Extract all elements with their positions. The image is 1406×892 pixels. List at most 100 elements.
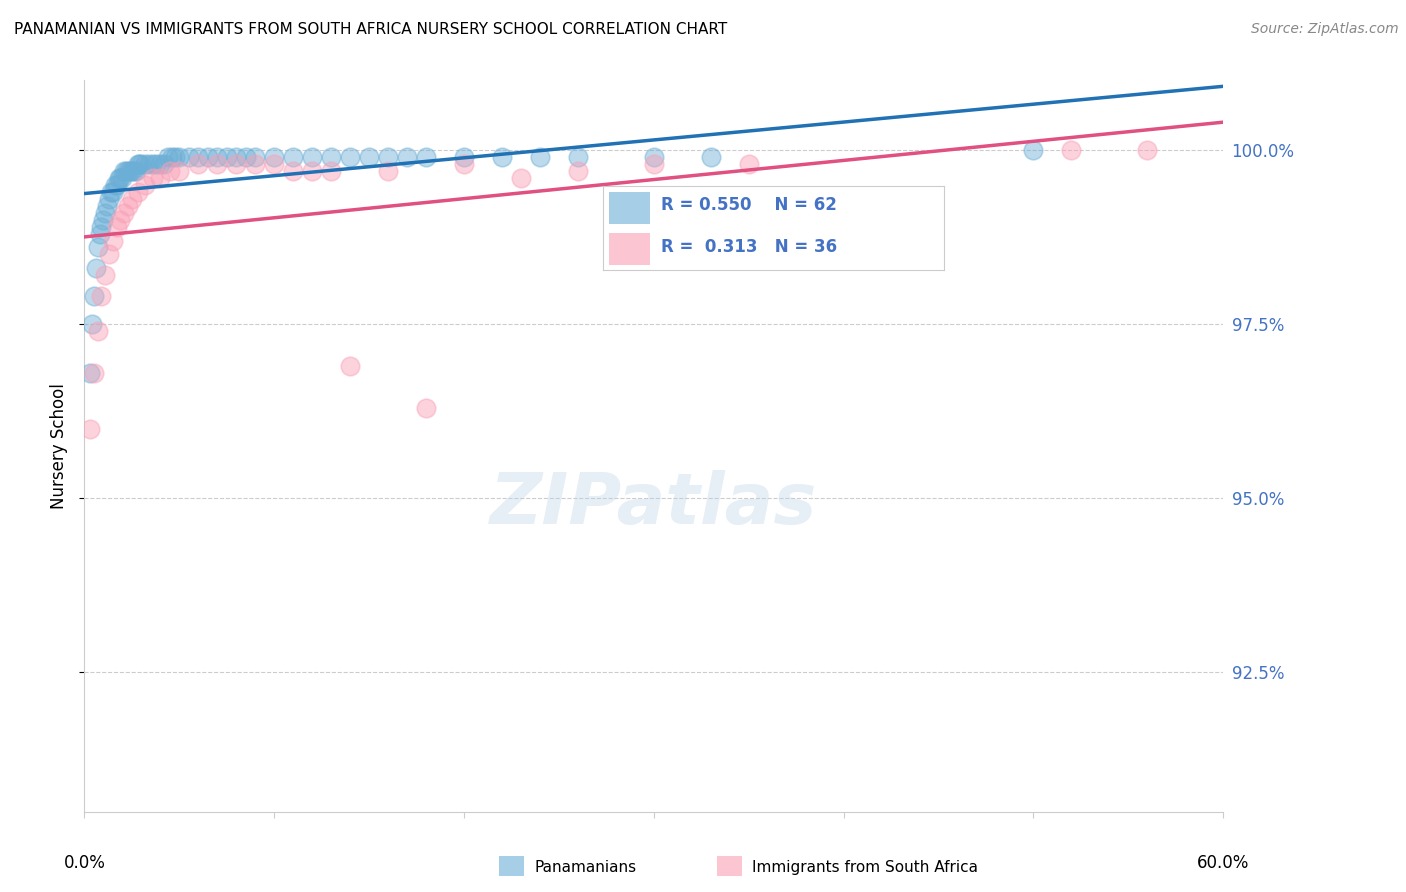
Point — [321, 164, 343, 178]
Point — [124, 164, 146, 178]
Point — [567, 150, 589, 164]
Point — [156, 150, 179, 164]
Point — [94, 205, 117, 219]
Point — [83, 289, 105, 303]
Point — [105, 178, 128, 192]
Point — [142, 157, 165, 171]
Point — [112, 205, 135, 219]
Point — [118, 164, 141, 178]
Point — [377, 150, 399, 164]
Point — [160, 150, 183, 164]
Point — [112, 164, 135, 178]
Point — [453, 150, 475, 164]
Point — [187, 157, 209, 171]
Point — [283, 150, 305, 164]
Point — [207, 157, 229, 171]
Point — [110, 170, 132, 185]
Point — [79, 366, 101, 380]
Point — [127, 185, 149, 199]
Point — [301, 150, 323, 164]
Point — [1136, 143, 1159, 157]
Point — [263, 157, 285, 171]
Text: Panamanians: Panamanians — [534, 860, 637, 874]
Point — [1060, 143, 1083, 157]
Point — [301, 164, 323, 178]
Point — [83, 366, 105, 380]
Point — [93, 212, 115, 227]
Point — [415, 401, 437, 415]
Point — [207, 150, 229, 164]
Point — [84, 261, 107, 276]
Point — [98, 247, 121, 261]
Point — [339, 359, 361, 373]
Point — [104, 178, 127, 192]
Point — [121, 192, 143, 206]
Point — [225, 150, 247, 164]
Point — [321, 150, 343, 164]
Point — [510, 170, 533, 185]
Point — [700, 150, 723, 164]
Point — [101, 234, 124, 248]
Point — [128, 157, 150, 171]
Point — [567, 164, 589, 178]
Point — [197, 150, 219, 164]
Point — [121, 164, 143, 178]
Point — [98, 192, 121, 206]
Point — [111, 170, 134, 185]
Point — [79, 421, 101, 435]
Point — [453, 157, 475, 171]
Point — [100, 185, 122, 199]
Point — [90, 289, 112, 303]
Point — [138, 157, 160, 171]
Point — [245, 157, 267, 171]
Point — [149, 170, 172, 185]
Point — [90, 219, 112, 234]
Point — [153, 157, 176, 171]
Point — [105, 219, 128, 234]
Point — [169, 150, 191, 164]
Point — [283, 164, 305, 178]
Point — [115, 164, 138, 178]
Point — [86, 324, 108, 338]
Point — [245, 150, 267, 164]
Point — [145, 157, 167, 171]
Y-axis label: Nursery School: Nursery School — [51, 383, 69, 509]
Point — [117, 164, 139, 178]
Text: 0.0%: 0.0% — [63, 854, 105, 871]
Point — [529, 150, 551, 164]
Point — [149, 157, 172, 171]
Text: Immigrants from South Africa: Immigrants from South Africa — [752, 860, 979, 874]
Point — [131, 157, 153, 171]
Point — [122, 164, 145, 178]
Point — [165, 150, 187, 164]
Point — [738, 157, 761, 171]
Point — [215, 150, 238, 164]
Point — [159, 164, 181, 178]
Point — [225, 157, 247, 171]
Point — [169, 164, 191, 178]
Point — [235, 150, 257, 164]
Point — [491, 150, 513, 164]
Point — [86, 240, 108, 254]
Point — [415, 150, 437, 164]
Point — [177, 150, 200, 164]
Point — [134, 157, 156, 171]
Point — [339, 150, 361, 164]
Point — [107, 170, 129, 185]
Point — [359, 150, 381, 164]
Text: 60.0%: 60.0% — [1197, 854, 1250, 871]
Point — [187, 150, 209, 164]
Point — [101, 185, 124, 199]
Point — [94, 268, 117, 283]
Text: ZIPatlas: ZIPatlas — [491, 470, 817, 539]
Point — [96, 199, 118, 213]
Point — [1022, 143, 1045, 157]
Text: Source: ZipAtlas.com: Source: ZipAtlas.com — [1251, 22, 1399, 37]
Point — [263, 150, 285, 164]
Point — [117, 199, 139, 213]
Point — [89, 227, 111, 241]
Point — [643, 157, 665, 171]
Text: PANAMANIAN VS IMMIGRANTS FROM SOUTH AFRICA NURSERY SCHOOL CORRELATION CHART: PANAMANIAN VS IMMIGRANTS FROM SOUTH AFRI… — [14, 22, 727, 37]
Point — [377, 164, 399, 178]
Point — [396, 150, 419, 164]
